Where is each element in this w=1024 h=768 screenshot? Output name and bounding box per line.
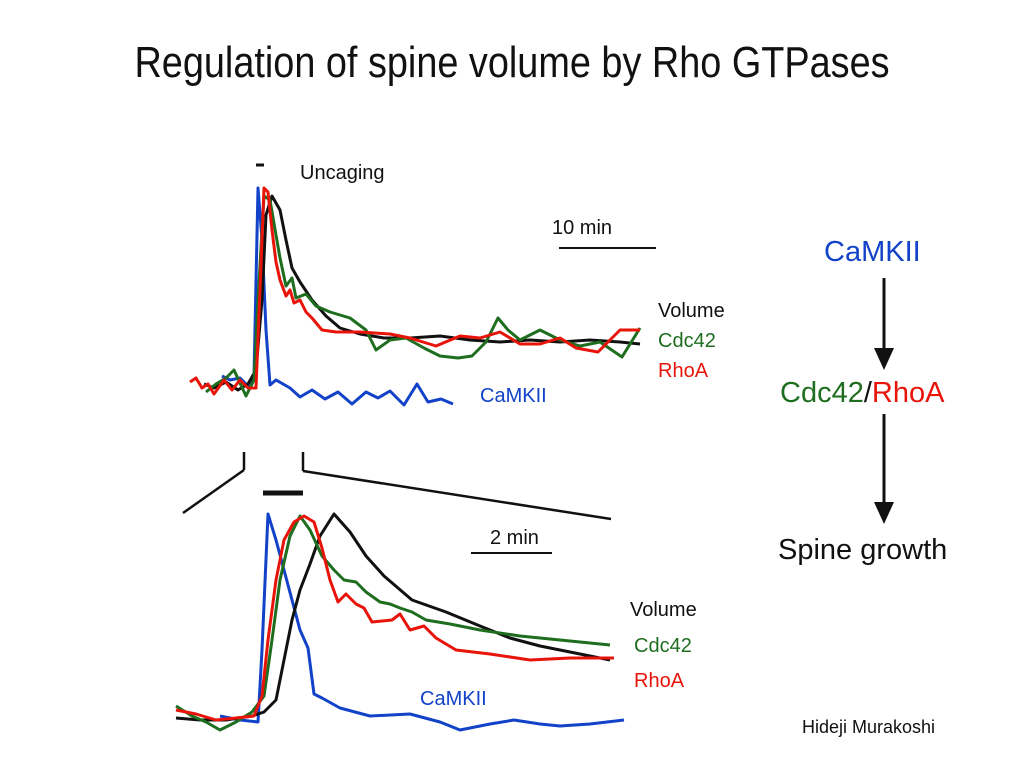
top-trace-cdc42 <box>205 194 642 398</box>
top-legend-cdc42: Cdc42 <box>658 330 716 352</box>
bottom-trace-rhoa <box>175 514 614 722</box>
bottom-trace-volume <box>175 512 611 722</box>
bottom-legend-volume: Volume <box>630 599 697 621</box>
top-legend-camkii: CaMKII <box>480 385 547 407</box>
pathway-arrows <box>874 278 894 524</box>
bottom-legend-rhoa: RhoA <box>634 670 685 692</box>
pathway-separator: / <box>863 377 872 409</box>
bottom-trace-camkii <box>219 512 625 732</box>
bottom-scale-label: 2 min <box>490 527 539 549</box>
uncaging-label: Uncaging <box>300 162 385 184</box>
top-legend-rhoa: RhoA <box>658 360 709 382</box>
top-legend-volume: Volume <box>658 300 725 322</box>
pathway-camkii: CaMKII <box>824 236 921 268</box>
bottom-trace-cdc42 <box>175 514 611 732</box>
bottom-panel <box>175 490 625 732</box>
pathway-cdc42-rhoa: Cdc42/RhoA <box>780 377 944 410</box>
author-credit: Hideji Murakoshi <box>802 717 936 737</box>
slide-title: Regulation of spine volume by Rho GTPase… <box>134 38 890 87</box>
bottom-legend-camkii: CaMKII <box>420 688 487 710</box>
top-panel <box>189 163 656 407</box>
top-scale-label: 10 min <box>552 217 613 239</box>
pathway-cdc42: Cdc42 <box>780 377 864 409</box>
pathway-spine-growth: Spine growth <box>778 534 948 566</box>
top-trace-rhoa <box>189 186 640 396</box>
zoom-connector <box>182 452 612 521</box>
bottom-legend-cdc42: Cdc42 <box>634 635 692 657</box>
pathway-rhoa: RhoA <box>871 377 945 409</box>
